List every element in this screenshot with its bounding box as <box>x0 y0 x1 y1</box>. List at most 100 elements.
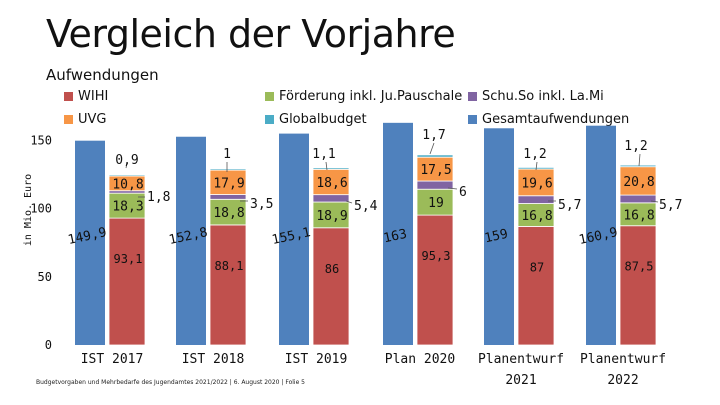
stack-segment-foerderung <box>108 192 146 219</box>
leader-line <box>429 142 435 155</box>
leader-line <box>325 161 328 171</box>
stack-segment-uvg <box>517 168 555 197</box>
y-tick-label: 50 <box>38 270 52 284</box>
legend-swatch-wihi <box>64 92 73 101</box>
total-bar <box>75 140 105 345</box>
total-bar <box>484 128 514 345</box>
stack-segment-global <box>108 174 146 177</box>
leader-line <box>535 161 538 171</box>
stack-segment-global <box>312 167 350 170</box>
total-bar <box>383 122 413 346</box>
legend-swatch-schuso <box>468 92 477 101</box>
legend-item-gesamt: Gesamtaufwendungen <box>468 112 629 127</box>
legend-swatch-gesamt <box>468 115 477 124</box>
total-bar <box>176 136 206 345</box>
total-bar <box>279 133 309 345</box>
data-label-wihi: 95,3 <box>422 249 451 263</box>
stack-segment-schuso <box>312 194 350 203</box>
stack-segment-global <box>209 168 247 171</box>
stack-segment-schuso <box>209 194 247 200</box>
data-label-schuso: 1,8 <box>147 190 170 205</box>
leader-line <box>638 153 641 167</box>
data-label-uvg: 10,8 <box>112 177 143 192</box>
data-label-global: 0,9 <box>115 153 138 168</box>
stack-segment-foerderung <box>312 201 350 229</box>
total-bar <box>586 125 616 345</box>
data-label-foerderung: 18,8 <box>213 206 244 221</box>
x-tick-label: Plan 2020 <box>385 352 455 367</box>
legend-label-gesamt: Gesamtaufwendungen <box>482 112 630 127</box>
data-label-schuso: 5,7 <box>659 198 682 213</box>
stack-segment-global <box>619 164 657 168</box>
data-label-global: 1,2 <box>523 147 546 162</box>
legend-swatch-foerderung <box>265 92 274 101</box>
data-label-global: 1 <box>223 147 231 162</box>
y-tick-label: 100 <box>30 202 52 216</box>
x-tick-label-line2: 2021 <box>505 373 536 388</box>
x-tick-label: IST 2017 <box>81 352 144 367</box>
stack-segment-wihi <box>209 224 247 346</box>
y-tick-label: 0 <box>45 338 52 352</box>
data-label-uvg: 19,6 <box>521 176 552 191</box>
stack-segment-global <box>416 154 454 158</box>
leader-line <box>125 162 128 169</box>
footer-note: Budgetvorgaben und Mehrbedarfe des Jugen… <box>36 379 305 386</box>
data-label-global: 1,7 <box>422 128 445 143</box>
x-tick-label: IST 2019 <box>285 352 348 367</box>
x-tick-label: IST 2018 <box>182 352 245 367</box>
x-tick-label: Planentwurf <box>580 352 666 367</box>
data-label-uvg: 20,8 <box>623 175 654 190</box>
data-label-foerderung: 16,8 <box>623 208 654 223</box>
data-label-total: 163 <box>382 227 408 247</box>
y-tick-label: 150 <box>30 134 52 148</box>
stack-segment-schuso <box>416 180 454 190</box>
data-label-wihi: 86 <box>325 262 339 276</box>
legend-item-global: Globalbudget <box>265 112 367 127</box>
stack-segment-foerderung <box>209 198 247 226</box>
data-label-wihi: 93,1 <box>114 252 143 266</box>
legend-label-uvg: UVG <box>78 112 107 127</box>
legend-swatch-uvg <box>64 115 73 124</box>
legend-item-schuso: Schu.So inkl. La.Mi <box>468 89 604 104</box>
data-label-wihi: 87,5 <box>625 260 654 274</box>
data-label-foerderung: 18,3 <box>112 200 143 215</box>
stack-segment-wihi <box>108 217 146 346</box>
x-tick-label-line2: 2022 <box>607 373 638 388</box>
stack-segment-schuso <box>517 195 555 204</box>
leader-line <box>345 200 353 204</box>
data-label-uvg: 18,6 <box>316 176 347 191</box>
legend-item-foerderung: Förderung inkl. Ju.Pauschale <box>265 89 462 104</box>
data-label-schuso: 5,7 <box>558 198 581 213</box>
legend-swatch-global <box>265 115 274 124</box>
page-title: Vergleich der Vorjahre <box>46 12 456 56</box>
data-label-uvg: 17,5 <box>420 163 451 178</box>
data-label-schuso: 6 <box>459 185 467 200</box>
stack-segment-wihi <box>312 227 350 346</box>
leader-line <box>447 187 458 190</box>
stack-segment-wihi <box>619 225 657 346</box>
legend-item-uvg: UVG <box>64 112 106 127</box>
data-label-total: 159 <box>483 227 509 247</box>
data-label-schuso: 5,4 <box>354 199 378 214</box>
legend-label-schuso: Schu.So inkl. La.Mi <box>482 89 604 104</box>
stack-segment-wihi <box>517 226 555 346</box>
legend-label-wihi: WIHI <box>78 89 109 104</box>
data-label-wihi: 87 <box>530 260 544 274</box>
data-label-wihi: 88,1 <box>215 259 244 273</box>
data-label-uvg: 17,9 <box>213 176 244 191</box>
y-axis-label: in Mio. Euro <box>23 174 34 246</box>
legend-label-global: Globalbudget <box>279 112 367 127</box>
legend-label-foerderung: Förderung inkl. Ju.Pauschale <box>279 89 463 104</box>
data-label-global: 1,2 <box>624 139 647 154</box>
data-label-foerderung: 16,8 <box>521 209 552 224</box>
stack-segment-wihi <box>416 214 454 346</box>
stack-segment-schuso <box>619 194 657 204</box>
legend-item-wihi: WIHI <box>64 89 108 104</box>
chart-subtitle: Aufwendungen <box>46 66 159 84</box>
leader-line <box>650 200 659 203</box>
data-label-foerderung: 18,9 <box>316 209 347 224</box>
x-tick-label: Planentwurf <box>478 352 564 367</box>
data-label-schuso: 3,5 <box>250 197 273 212</box>
data-label-foerderung: 19 <box>428 196 444 211</box>
